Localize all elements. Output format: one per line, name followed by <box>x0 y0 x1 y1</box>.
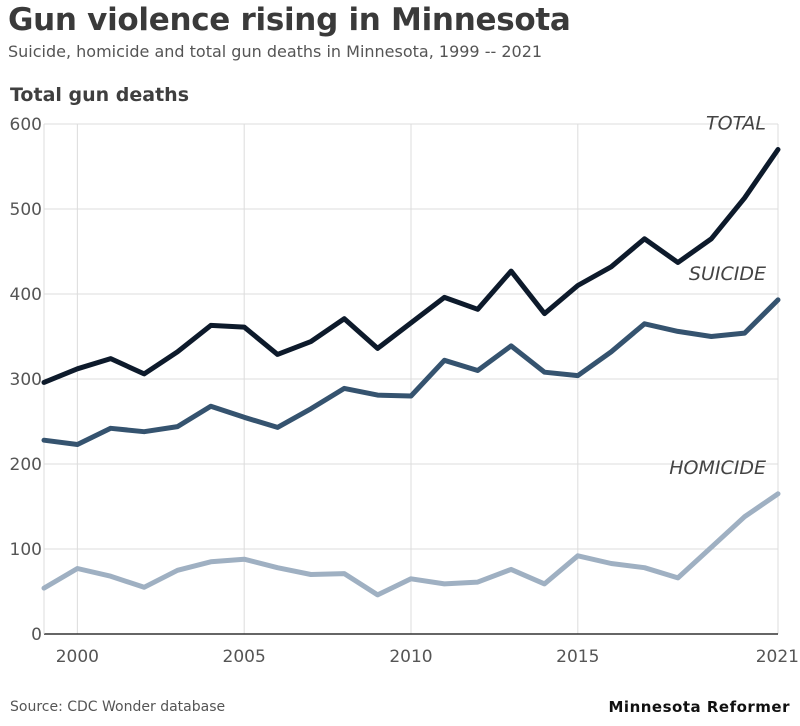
gridlines <box>43 123 779 635</box>
series-label-homicide: HOMICIDE <box>669 457 766 479</box>
x-tick-label-2015: 2015 <box>556 647 599 667</box>
x-tick-label-2010: 2010 <box>389 647 432 667</box>
chart-title: Gun violence rising in Minnesota <box>8 2 571 38</box>
y-tick-label-0: 0 <box>31 625 42 645</box>
series-line-homicide <box>41 491 781 598</box>
y-tick-label-500: 500 <box>10 200 42 220</box>
series-line-total <box>41 147 781 385</box>
chart-subtitle: Suicide, homicide and total gun deaths i… <box>8 42 543 61</box>
series-label-suicide: SUICIDE <box>689 263 766 285</box>
series-labels: TOTAL SUICIDE HOMICIDE <box>669 113 766 479</box>
x-tick-label-2000: 2000 <box>56 647 99 667</box>
y-tick-label-600: 600 <box>10 115 42 135</box>
series-lines <box>41 147 781 598</box>
publisher-logo-text: Minnesota Reformer <box>608 698 790 716</box>
y-tick-label-400: 400 <box>10 285 42 305</box>
y-tick-label-300: 300 <box>10 370 42 390</box>
y-axis-ticks: 0 100 200 300 400 500 600 <box>10 115 42 645</box>
y-tick-label-100: 100 <box>10 540 42 560</box>
y-axis-title: Total gun deaths <box>10 84 190 106</box>
source-note: Source: CDC Wonder database <box>10 699 226 715</box>
series-label-total: TOTAL <box>706 113 766 135</box>
x-axis-ticks: 2000 2005 2010 2015 2021 <box>56 647 799 667</box>
x-tick-label-2021: 2021 <box>756 647 799 667</box>
x-tick-label-2005: 2005 <box>223 647 266 667</box>
series-line-suicide <box>41 297 781 447</box>
y-tick-label-200: 200 <box>10 455 42 475</box>
